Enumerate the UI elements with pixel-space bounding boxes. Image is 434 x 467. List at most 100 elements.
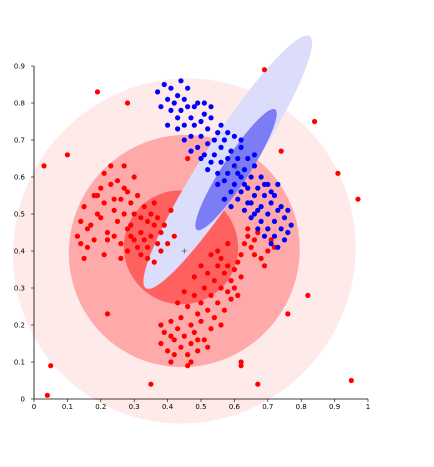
- y-tick-label: 0.2: [14, 322, 25, 330]
- red-point: [208, 326, 214, 332]
- blue-point: [218, 144, 224, 150]
- red-point: [235, 292, 241, 298]
- red-point: [168, 207, 174, 213]
- red-point: [218, 322, 224, 328]
- red-point: [124, 248, 131, 254]
- red-point: [48, 363, 54, 369]
- blue-point: [235, 170, 241, 176]
- blue-point: [175, 93, 181, 99]
- red-point: [198, 300, 204, 306]
- blue-point: [265, 211, 271, 217]
- red-point: [128, 200, 134, 206]
- red-point: [101, 200, 107, 206]
- blue-point: [185, 104, 191, 110]
- y-tick-label: 0.4: [14, 248, 26, 256]
- blue-point: [161, 81, 167, 88]
- red-point: [98, 185, 104, 191]
- red-point: [188, 340, 194, 347]
- blue-point: [281, 237, 288, 243]
- red-point: [251, 237, 258, 243]
- blue-point: [251, 211, 258, 217]
- red-point: [168, 333, 174, 339]
- blue-point: [195, 100, 201, 106]
- red-point: [158, 340, 164, 347]
- blue-point: [198, 155, 204, 162]
- red-point: [258, 255, 264, 261]
- red-point: [118, 196, 124, 202]
- blue-point: [225, 155, 231, 162]
- red-point: [228, 278, 234, 284]
- blue-point: [154, 89, 161, 95]
- blue-point: [235, 155, 241, 162]
- blue-point: [271, 218, 278, 224]
- blue-point: [181, 122, 187, 128]
- blue-point: [238, 137, 244, 143]
- blue-point: [178, 78, 184, 84]
- red-point: [231, 266, 237, 273]
- y-tick-label: 0.6: [14, 174, 26, 182]
- blue-point: [208, 115, 214, 121]
- red-point: [111, 207, 117, 213]
- x-tick-label: 1: [366, 403, 370, 411]
- blue-point: [238, 189, 244, 195]
- blue-point: [201, 100, 207, 106]
- red-point: [225, 241, 231, 247]
- blue-point: [215, 170, 221, 176]
- red-point: [178, 344, 184, 350]
- blue-point: [168, 107, 174, 113]
- red-point: [161, 222, 167, 228]
- red-point: [171, 233, 177, 239]
- red-point: [64, 152, 70, 158]
- red-point: [255, 381, 261, 387]
- blue-point: [255, 226, 261, 232]
- red-point: [208, 292, 214, 298]
- red-point: [158, 248, 164, 254]
- x-tick-label: 0.9: [329, 403, 340, 411]
- y-axis-ticks: 0 0.1 0.2 0.3 0.4 0.5 0.6 0.7 0.8 0.9: [14, 63, 34, 404]
- y-tick-label: 0.3: [14, 285, 25, 293]
- blue-point: [215, 130, 221, 136]
- blue-point: [201, 152, 207, 158]
- blue-point: [205, 141, 211, 147]
- red-point: [94, 192, 101, 199]
- red-point: [211, 278, 217, 284]
- blue-point: [221, 178, 227, 184]
- axes: 0 0.1 0.2 0.3 0.4 0.5 0.6 0.7 0.8 0.9 1 0 0.1 0.2 0.3…: [14, 63, 370, 412]
- red-point: [128, 222, 134, 228]
- blue-point: [195, 144, 201, 150]
- red-point: [101, 170, 107, 176]
- red-point: [91, 237, 97, 243]
- red-point: [205, 270, 211, 276]
- x-tick-label: 0.1: [62, 403, 73, 411]
- red-point: [98, 215, 104, 221]
- red-point: [121, 185, 127, 191]
- red-point: [168, 318, 174, 324]
- red-point: [94, 211, 101, 217]
- red-point: [144, 218, 151, 224]
- red-point: [124, 226, 131, 232]
- red-point: [161, 329, 167, 335]
- blue-point: [235, 196, 241, 202]
- red-point: [141, 204, 147, 210]
- red-point: [238, 252, 244, 258]
- red-point: [195, 348, 201, 354]
- red-point: [198, 318, 204, 324]
- blue-point: [178, 107, 184, 113]
- blue-point: [258, 218, 264, 224]
- red-point: [78, 241, 84, 247]
- red-point: [235, 259, 241, 265]
- blue-point: [251, 163, 258, 169]
- blue-point: [215, 181, 221, 187]
- red-point: [225, 289, 231, 295]
- blue-point: [285, 229, 291, 236]
- red-point: [88, 222, 94, 228]
- red-point: [111, 233, 117, 239]
- red-point: [195, 337, 201, 343]
- red-point: [205, 307, 211, 313]
- red-point: [221, 270, 227, 276]
- red-point: [171, 352, 177, 358]
- red-point: [165, 241, 171, 247]
- red-point: [168, 359, 174, 365]
- red-point: [285, 311, 291, 317]
- red-point: [268, 237, 274, 243]
